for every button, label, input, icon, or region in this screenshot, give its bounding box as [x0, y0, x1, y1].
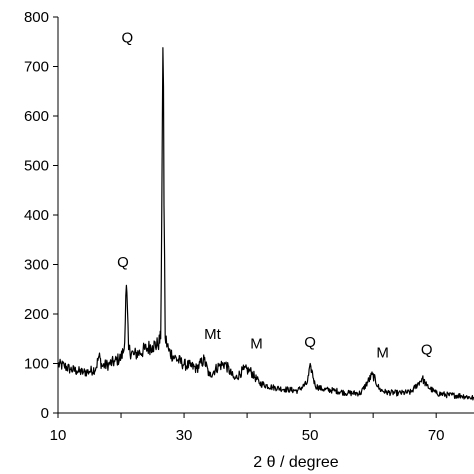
y-tick-label: 600	[24, 108, 49, 125]
y-tick-label: 300	[24, 257, 49, 274]
y-tick-label: 200	[24, 306, 49, 323]
y-tick-label: 0	[41, 405, 49, 422]
x-tick-label: 30	[176, 427, 193, 444]
y-tick-label: 700	[24, 59, 49, 76]
peak-label: Q	[121, 30, 133, 47]
series-layer	[57, 47, 474, 401]
peak-label: Q	[304, 334, 316, 351]
axes: 0 100 200 300 400 500 600 700 800 10 30 50 70	[24, 9, 474, 444]
peak-label: M	[376, 345, 389, 362]
peak-label: Q	[421, 342, 433, 359]
xrd-pattern-line	[57, 47, 474, 401]
peak-label: M	[250, 336, 263, 353]
y-tick-label: 800	[24, 9, 49, 26]
x-tick-label: 70	[428, 427, 445, 444]
y-tick-label: 100	[24, 356, 49, 373]
peak-label: Q	[117, 254, 129, 271]
y-tick-label: 500	[24, 158, 49, 175]
peak-label: Mt	[204, 326, 221, 343]
annotation-layer: Q Q Mt M Q M Q	[117, 30, 432, 362]
x-tick-label: 50	[302, 427, 319, 444]
x-axis-title: 2 θ / degree	[253, 454, 339, 471]
x-tick-label: 10	[50, 427, 67, 444]
y-tick-label: 400	[24, 207, 49, 224]
